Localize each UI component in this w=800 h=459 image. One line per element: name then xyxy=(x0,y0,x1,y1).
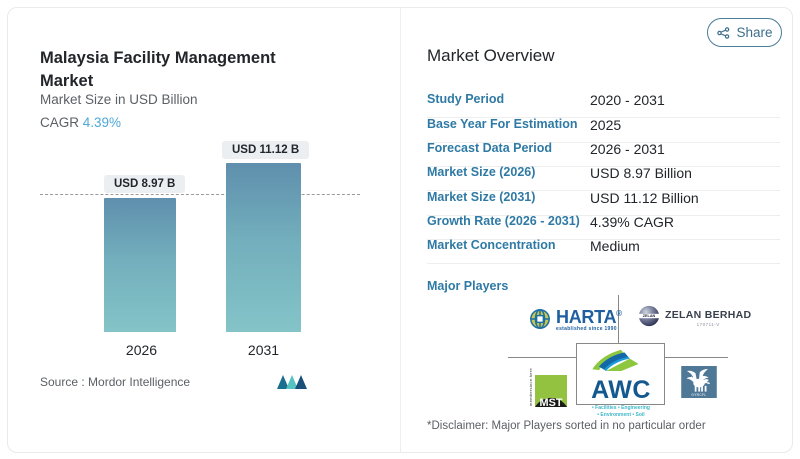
svg-text:MST: MST xyxy=(540,397,563,407)
svg-text:ZELAN: ZELAN xyxy=(643,314,656,318)
svg-text:GYRCFL: GYRCFL xyxy=(691,393,706,397)
